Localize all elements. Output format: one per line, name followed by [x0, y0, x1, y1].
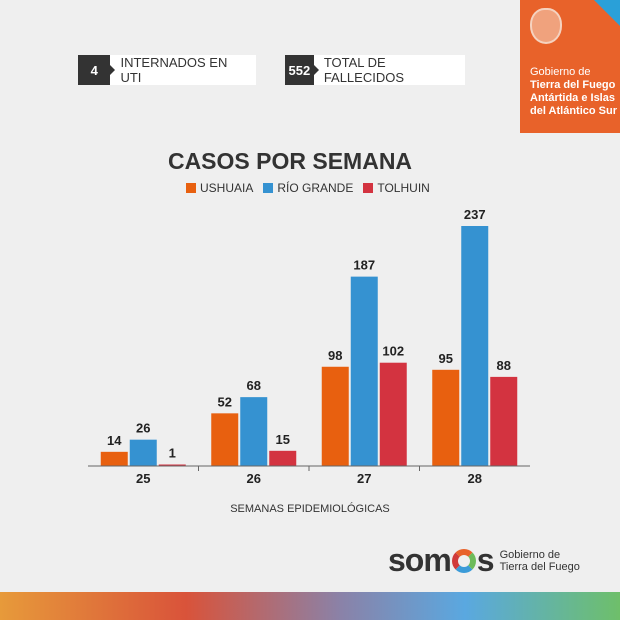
logo-sub1: Gobierno de: [499, 548, 561, 561]
gov-line2: Tierra del Fuego: [530, 79, 616, 91]
tick-label: 25: [136, 471, 150, 486]
chart-legend: USHUAIA RÍO GRANDE TOLHUIN: [186, 181, 430, 195]
tick-label: 28: [468, 471, 482, 486]
bar: [379, 362, 407, 466]
government-badge: Gobierno de Tierra del Fuego Antártida e…: [520, 0, 620, 133]
data-label: 98: [328, 348, 342, 363]
stat-uti: 4 INTERNADOS EN UTI: [78, 55, 256, 85]
bar: [432, 369, 460, 466]
gov-line3: Antártida e Islas: [530, 92, 615, 104]
data-label: 95: [439, 351, 453, 366]
brand-text: som s: [388, 542, 495, 578]
legend-label: RÍO GRANDE: [277, 181, 354, 195]
bar: [100, 451, 128, 466]
data-label: 88: [497, 358, 511, 373]
x-axis-label: SEMANAS EPIDEMIOLÓGICAS: [230, 503, 390, 515]
legend-item: RÍO GRANDE: [263, 181, 353, 195]
data-label: 187: [353, 258, 375, 273]
bar: [129, 439, 157, 466]
bar: [321, 366, 349, 466]
bar: [211, 413, 239, 466]
bar: [350, 276, 378, 466]
data-label: 1: [169, 446, 176, 461]
bar: [461, 226, 489, 466]
legend-swatch: [186, 183, 196, 193]
stat-label: TOTAL DE FALLECIDOS: [323, 55, 405, 85]
bar: [240, 397, 268, 466]
gov-line4: del Atlántico Sur: [530, 105, 617, 117]
bar-chart: 14 26 1 25 52 68 15 26 98 187 102 27 95 237 88 28: [88, 207, 530, 486]
data-label: 14: [107, 433, 122, 448]
logo-sub2: Tierra del Fuego: [499, 560, 580, 573]
ring-icon: [451, 549, 476, 573]
tick-label: 27: [357, 471, 371, 486]
stat-label: INTERNADOS EN UTI: [120, 55, 228, 85]
gov-line1: Gobierno de: [530, 66, 591, 78]
data-label: 102: [382, 344, 404, 359]
legend-label: USHUAIA: [200, 181, 254, 195]
data-label: 52: [218, 394, 232, 409]
bar: [158, 464, 186, 466]
coat-of-arms-icon: [530, 8, 562, 44]
corner-fold-icon: [594, 0, 620, 26]
bar: [490, 376, 518, 466]
stat-value: 552: [285, 55, 319, 85]
legend-label: TOLHUIN: [377, 181, 430, 195]
chart-title: CASOS POR SEMANA: [167, 148, 413, 174]
tick-label: 26: [247, 471, 261, 486]
legend-item: TOLHUIN: [363, 181, 430, 195]
legend-swatch: [263, 183, 274, 193]
data-label: 26: [136, 421, 150, 436]
somos-logo: som s Gobierno de Tierra del Fuego: [388, 542, 580, 579]
bar: [269, 450, 297, 466]
data-label: 237: [464, 207, 486, 222]
legend-swatch: [363, 183, 374, 193]
data-label: 15: [276, 432, 290, 447]
stat-value: 4: [78, 55, 117, 85]
legend-item: USHUAIA: [186, 181, 253, 195]
data-label: 68: [247, 378, 261, 393]
footer-gradient-bar: [0, 592, 620, 620]
stat-fallecidos: 552 TOTAL DE FALLECIDOS: [285, 55, 465, 85]
